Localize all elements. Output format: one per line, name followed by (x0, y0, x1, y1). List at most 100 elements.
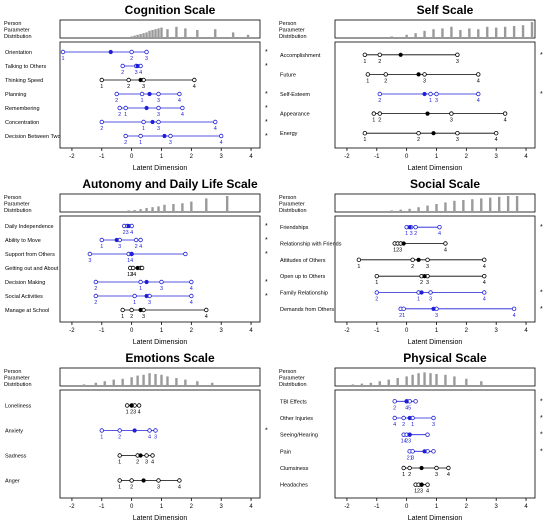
distribution-bar (468, 28, 471, 38)
distribution-bar (399, 209, 402, 212)
distribution-label: Parameter (279, 376, 305, 382)
chart-title: Emotions Scale (125, 351, 215, 365)
item-mean-point (416, 257, 421, 262)
x-axis-label: Latent Dimension (133, 339, 188, 346)
distribution-bar (157, 28, 160, 38)
x-tick-label: 4 (524, 328, 528, 334)
threshold-label: 3 (435, 313, 438, 319)
threshold-point (189, 293, 194, 299)
x-tick-label: 0 (405, 154, 409, 160)
distribution-bar (390, 210, 393, 212)
threshold-point (177, 91, 182, 97)
x-tick-label: -2 (69, 328, 75, 334)
panel-physical: Physical Scale Person Parameter Distributio… (275, 348, 550, 524)
x-tick-label: 2 (190, 328, 194, 334)
item-mean-point (135, 265, 140, 271)
threshold-label: 1 (100, 84, 103, 90)
distribution-bar (423, 372, 426, 386)
threshold-label: 3 (420, 489, 423, 495)
x-axis-label: Latent Dimension (133, 165, 188, 172)
threshold-point (374, 290, 379, 295)
x-tick-label: 0 (130, 328, 134, 334)
threshold-label: 4 (205, 314, 208, 320)
distribution-bar (148, 30, 151, 38)
x-tick-label: 2 (190, 154, 194, 160)
distribution-bar (378, 381, 381, 386)
distribution-label: Parameter (4, 376, 30, 382)
plot-frame (59, 389, 261, 499)
threshold-label: 3 (154, 435, 157, 441)
threshold-point (120, 307, 125, 313)
threshold-point (371, 111, 377, 116)
misfit-marker: * (540, 398, 543, 405)
threshold-label: 34 (130, 272, 136, 278)
threshold-point (124, 403, 130, 408)
threshold-label: 3 (435, 472, 438, 478)
item-label: Anger (5, 479, 20, 485)
misfit-marker: * (265, 251, 268, 258)
distribution-bar (94, 382, 98, 386)
threshold-label: 4 (504, 118, 507, 124)
threshold-point (383, 72, 388, 77)
item-mean-point (419, 290, 424, 295)
threshold-label: 1 (139, 286, 142, 292)
misfit-marker: * (265, 133, 268, 140)
distribution-bar (154, 374, 157, 386)
item-mean-point (407, 432, 412, 437)
item-mean-point (431, 131, 436, 136)
threshold-point (374, 273, 379, 279)
distribution-bar (160, 27, 163, 38)
distribution-bar (471, 199, 474, 212)
item-label: Manage at School (5, 308, 49, 314)
x-tick-label: 3 (495, 328, 499, 334)
threshold-label: 4 (483, 297, 486, 303)
distribution-bar (112, 379, 115, 386)
threshold-label: 3 (157, 126, 160, 132)
threshold-point (156, 105, 161, 111)
distribution-bar (196, 30, 199, 38)
item-mean-point (431, 306, 436, 311)
threshold-point (365, 72, 371, 77)
threshold-label: 2 (121, 70, 124, 76)
threshold-label: 4 (139, 244, 142, 250)
item-label: Sadness (5, 454, 27, 460)
distribution-bar (148, 373, 151, 386)
chart-autonomy: Autonomy and Daily Life Scale PersonParam… (4, 177, 268, 346)
distribution-bar (411, 374, 414, 386)
item-label: TBI Effects (280, 399, 307, 405)
item-label: Open up to Others (280, 274, 325, 280)
threshold-point (410, 449, 415, 454)
chart-emotions: Emotions Scale PersonParameterDistributio… (4, 351, 268, 522)
threshold-label: 3 (399, 248, 402, 254)
distribution-frame (334, 193, 536, 213)
threshold-label: 3 (426, 264, 429, 270)
threshold-point (362, 52, 368, 57)
threshold-point (117, 105, 122, 111)
item-label: Concentration (5, 120, 39, 126)
item-label: Loneliness (5, 404, 32, 410)
item-mean-point (114, 237, 119, 243)
threshold-point (136, 403, 142, 408)
threshold-label: 4 (405, 405, 408, 411)
threshold-point (431, 415, 436, 421)
threshold-point (129, 49, 134, 55)
threshold-point (192, 77, 197, 83)
threshold-point (139, 265, 145, 271)
threshold-label: 1 (142, 126, 145, 132)
x-axis-label: Latent Dimension (408, 165, 463, 172)
threshold-label: 2 (417, 137, 420, 143)
threshold-label: 4 (190, 300, 193, 306)
distribution-bar (133, 35, 136, 38)
threshold-label: 1 (411, 422, 414, 428)
threshold-point (476, 91, 481, 97)
distribution-frame (59, 367, 261, 387)
chart-title: Self Scale (417, 3, 474, 17)
threshold-point (413, 224, 418, 230)
threshold-point (401, 306, 406, 312)
threshold-label: 4 (148, 435, 151, 441)
threshold-label: 2 (378, 98, 381, 104)
threshold-label: 1 (118, 460, 121, 466)
distribution-bar (145, 208, 148, 212)
threshold-point (87, 251, 93, 257)
item-mean-point (132, 428, 137, 433)
